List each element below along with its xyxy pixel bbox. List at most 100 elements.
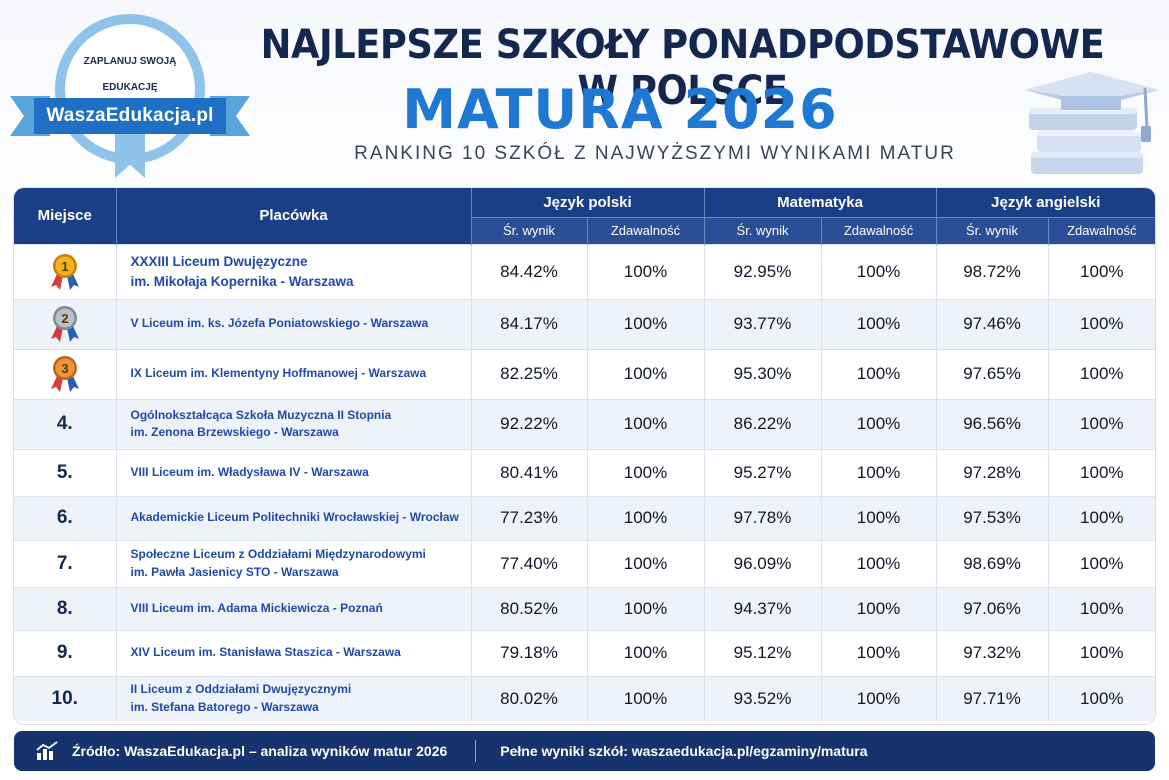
math-pass-cell: 100% — [821, 348, 937, 399]
math-avg-cell: 93.77% — [704, 298, 822, 349]
school-name-line2: im. Zenona Brzewskiego - Warszawa — [130, 425, 339, 439]
english-avg-cell: 97.46% — [936, 298, 1049, 349]
english-pass-cell: 100% — [1048, 448, 1155, 496]
subheader-avg: Śr. wynik — [936, 216, 1049, 244]
school-cell[interactable]: Akademickie Liceum Politechniki Wrocławs… — [116, 495, 472, 540]
polish-pass-cell: 100% — [587, 539, 705, 587]
place-cell: 3 — [14, 348, 117, 399]
place-cell: 7. — [14, 539, 117, 587]
school-name-line1: Akademickie Liceum Politechniki Wrocławs… — [130, 510, 459, 525]
footer-source: Źródło: WaszaEdukacja.pl – analiza wynik… — [72, 743, 448, 759]
english-pass-cell: 100% — [1048, 586, 1155, 630]
logo-tagline-bottom: EDUKACJĘ — [102, 82, 158, 93]
brand-logo[interactable]: ZAPLANUJ SWOJĄ EDUKACJĘ WaszaEdukacja.pl — [10, 6, 250, 184]
school-cell[interactable]: V Liceum im. ks. Józefa Poniatowskiego -… — [116, 298, 472, 349]
books-graduation-cap-icon — [1025, 72, 1159, 174]
place-cell: 10. — [14, 675, 117, 721]
school-cell[interactable]: Ogólnokształcąca Szkoła Muzyczna II Stop… — [116, 398, 472, 449]
math-avg-cell: 97.78% — [704, 495, 822, 540]
polish-avg-cell: 79.18% — [471, 629, 588, 676]
polish-pass-cell: 100% — [587, 629, 705, 676]
table-row: 5. VIII Liceum im. Władysława IV - Warsza… — [14, 448, 1155, 496]
bronze-medal-icon: 3 — [50, 356, 79, 392]
english-pass-cell: 100% — [1048, 348, 1155, 399]
english-pass-cell: 100% — [1048, 298, 1155, 349]
english-avg-cell: 97.65% — [936, 348, 1049, 399]
table-row: 8. VIII Liceum im. Adama Mickiewicza - Po… — [14, 586, 1155, 630]
school-name-line1: XXXIII Liceum Dwujęzyczne — [130, 253, 308, 269]
polish-pass-cell: 100% — [587, 675, 705, 721]
table-row: 1 XXXIII Liceum Dwujęzyczne im. Mikołaja K… — [14, 243, 1155, 299]
polish-avg-cell: 80.02% — [471, 675, 588, 721]
polish-pass-cell: 100% — [587, 348, 705, 399]
subheader-pass: Zdawalność — [821, 216, 937, 244]
math-pass-cell: 100% — [821, 539, 937, 587]
page-caption: RANKING 10 SZKÓŁ Z NAJWYŻSZYMI WYNIKAMI … — [354, 143, 956, 164]
school-name-line1: Ogólnokształcąca Szkoła Muzyczna II Stop… — [130, 407, 392, 422]
gold-medal-icon: 1 — [50, 253, 79, 290]
english-avg-cell: 97.71% — [936, 675, 1049, 721]
english-pass-cell: 100% — [1048, 629, 1155, 676]
group-header-english: Język angielski — [936, 188, 1155, 217]
school-cell[interactable]: XXXIII Liceum Dwujęzyczne im. Mikołaja Ko… — [116, 243, 472, 299]
medal-rank-number: 2 — [61, 311, 68, 326]
group-header-math: Matematyka — [704, 188, 937, 217]
math-avg-cell: 96.09% — [704, 539, 822, 587]
polish-avg-cell: 80.52% — [471, 586, 588, 630]
english-pass-cell: 100% — [1048, 243, 1155, 299]
polish-pass-cell: 100% — [587, 586, 705, 630]
polish-avg-cell: 80.41% — [471, 448, 588, 496]
place-cell: 6. — [14, 495, 117, 540]
table-row: 10. II Liceum z Oddziałami Dwujęzycznymi i… — [14, 675, 1155, 721]
math-avg-cell: 93.52% — [704, 675, 822, 721]
math-avg-cell: 94.37% — [704, 586, 822, 630]
english-avg-cell: 97.53% — [936, 495, 1049, 540]
school-name-line1: XIV Liceum im. Stanisława Staszica - War… — [130, 645, 401, 660]
polish-avg-cell: 77.23% — [471, 495, 588, 540]
math-pass-cell: 100% — [821, 675, 937, 721]
col-header-school: Placówka — [116, 188, 472, 244]
ranking-table: Miejsce Placówka Język polski Matematyka… — [14, 188, 1155, 724]
school-cell[interactable]: VIII Liceum im. Adama Mickiewicza - Pozn… — [116, 586, 472, 630]
place-cell: 1 — [14, 243, 117, 299]
math-avg-cell: 86.22% — [704, 398, 822, 449]
school-name-line1: IX Liceum im. Klementyny Hoffmanowej - W… — [130, 366, 427, 381]
school-cell[interactable]: IX Liceum im. Klementyny Hoffmanowej - W… — [116, 348, 472, 399]
english-pass-cell: 100% — [1048, 398, 1155, 449]
group-header-polish: Język polski — [471, 188, 705, 217]
footer-full-results-link[interactable]: Pełne wyniki szkół: waszaedukacja.pl/egz… — [500, 743, 868, 759]
english-avg-cell: 97.06% — [936, 586, 1049, 630]
school-cell[interactable]: Społeczne Liceum z Oddziałami Międzynaro… — [116, 539, 472, 587]
polish-avg-cell: 82.25% — [471, 348, 588, 399]
table-row: 7. Społeczne Liceum z Oddziałami Międzyna… — [14, 539, 1155, 587]
header-row-subcols: Śr. wynik Zdawalność Śr. wynik Zdawalnoś… — [14, 216, 1155, 244]
english-avg-cell: 96.56% — [936, 398, 1049, 449]
page-title: NAJLEPSZE SZKOŁY PONADPODSTAWOWE W POLSC… — [260, 22, 1105, 114]
place-cell: 9. — [14, 629, 117, 676]
footer-divider — [475, 740, 477, 762]
ribbon-foot — [115, 134, 145, 178]
table-row: 2 V Liceum im. ks. Józefa Poniatowskiego … — [14, 298, 1155, 349]
english-pass-cell: 100% — [1048, 675, 1155, 721]
math-pass-cell: 100% — [821, 243, 937, 299]
polish-avg-cell: 84.17% — [471, 298, 588, 349]
logo-tagline-top: ZAPLANUJ SWOJĄ — [83, 56, 177, 67]
school-name-line1: II Liceum z Oddziałami Dwujęzycznymi — [130, 682, 352, 697]
subheader-pass: Zdawalność — [1048, 216, 1155, 244]
school-name-line1: V Liceum im. ks. Józefa Poniatowskiego -… — [130, 316, 429, 331]
school-cell[interactable]: II Liceum z Oddziałami Dwujęzycznymi im. … — [116, 675, 472, 721]
polish-pass-cell: 100% — [587, 298, 705, 349]
polish-avg-cell: 77.40% — [471, 539, 588, 587]
place-cell: 2 — [14, 298, 117, 349]
math-pass-cell: 100% — [821, 586, 937, 630]
col-header-place: Miejsce — [14, 188, 117, 244]
header-row-groups: Miejsce Placówka Język polski Matematyka… — [14, 188, 1155, 244]
silver-medal-icon: 2 — [50, 306, 79, 342]
math-pass-cell: 100% — [821, 298, 937, 349]
medal-rank-number: 3 — [61, 361, 68, 376]
english-avg-cell: 97.32% — [936, 629, 1049, 676]
school-name-line2: im. Mikołaja Kopernika - Warszawa — [130, 273, 354, 289]
school-cell[interactable]: XIV Liceum im. Stanisława Staszica - War… — [116, 629, 472, 676]
school-cell[interactable]: VIII Liceum im. Władysława IV - Warszawa — [116, 448, 472, 496]
table-row: 9. XIV Liceum im. Stanisława Staszica - W… — [14, 629, 1155, 676]
